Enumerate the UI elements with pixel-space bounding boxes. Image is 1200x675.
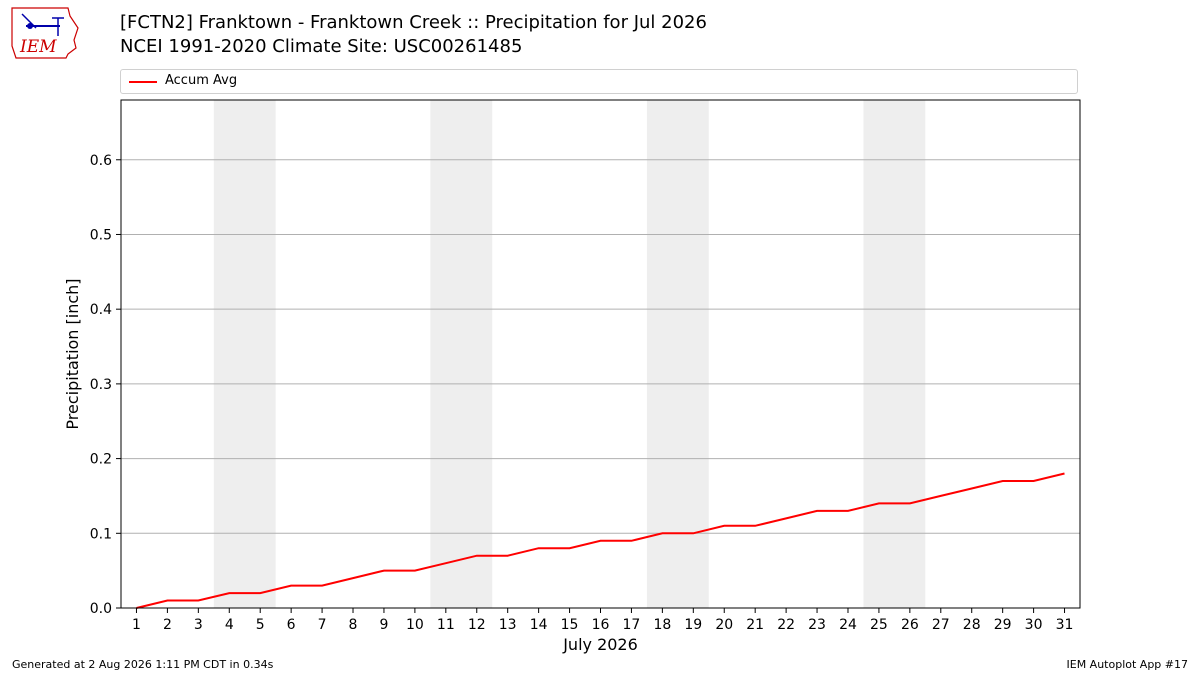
chart-subtitle: NCEI 1991-2020 Climate Site: USC00261485 <box>120 36 523 57</box>
x-tick-label: 3 <box>194 617 203 633</box>
y-tick-label: 0.6 <box>90 153 112 169</box>
legend-label-accum-avg: Accum Avg <box>165 73 238 88</box>
x-tick-label: 30 <box>1025 617 1043 633</box>
x-tick-label: 28 <box>963 617 981 633</box>
x-tick-label: 5 <box>256 617 265 633</box>
y-tick-label: 0.4 <box>90 302 112 318</box>
x-tick-label: 27 <box>932 617 950 633</box>
y-tick-label: 0.3 <box>90 377 112 393</box>
x-tick-label: 20 <box>715 617 733 633</box>
y-tick-label: 0.0 <box>90 601 112 617</box>
x-tick-label: 11 <box>437 617 455 633</box>
x-tick-label: 1 <box>132 617 141 633</box>
x-tick-label: 9 <box>379 617 388 633</box>
legend: Accum Avg <box>120 69 1078 94</box>
x-tick-label: 15 <box>561 617 579 633</box>
x-tick-label: 18 <box>653 617 671 633</box>
weekend-band-1 <box>213 100 276 608</box>
x-tick-label: 29 <box>994 617 1012 633</box>
x-tick-label: 10 <box>406 617 424 633</box>
series-line-accum-avg <box>136 472 1065 609</box>
y-axis-label: Precipitation [inch] <box>63 278 82 429</box>
logo-text: IEM <box>19 37 57 57</box>
x-tick-label: 6 <box>287 617 296 633</box>
footer-app: IEM Autoplot App #17 <box>1066 658 1189 671</box>
chart-title: [FCTN2] Franktown - Franktown Creek :: P… <box>120 12 707 33</box>
x-tick-label: 24 <box>839 617 857 633</box>
x-tick-label: 16 <box>592 617 610 633</box>
x-tick-label: 19 <box>684 617 702 633</box>
x-tick-label: 17 <box>623 617 641 633</box>
y-tick-label: 0.5 <box>90 227 112 243</box>
x-tick-label: 13 <box>499 617 517 633</box>
x-tick-label: 25 <box>870 617 888 633</box>
x-tick-label: 26 <box>901 617 919 633</box>
y-tick-label: 0.1 <box>90 526 112 542</box>
x-tick-label: 12 <box>468 617 486 633</box>
x-tick-label: 4 <box>225 617 234 633</box>
iem-logo: IEM <box>8 6 82 60</box>
x-tick-label: 23 <box>808 617 826 633</box>
x-tick-label: 21 <box>746 617 764 633</box>
x-tick-label: 14 <box>530 617 548 633</box>
x-tick-label: 22 <box>777 617 795 633</box>
x-tick-label: 7 <box>318 617 327 633</box>
weekend-band-4 <box>863 100 926 608</box>
legend-swatch-accum-avg <box>129 81 157 83</box>
x-axis-label: July 2026 <box>562 635 638 654</box>
weekend-band-3 <box>646 100 709 608</box>
y-tick-label: 0.2 <box>90 452 112 468</box>
x-tick-label: 8 <box>349 617 358 633</box>
x-tick-label: 31 <box>1056 617 1074 633</box>
footer-generated: Generated at 2 Aug 2026 1:11 PM CDT in 0… <box>12 658 274 671</box>
x-tick-label: 2 <box>163 617 172 633</box>
weekend-band-2 <box>430 100 493 608</box>
